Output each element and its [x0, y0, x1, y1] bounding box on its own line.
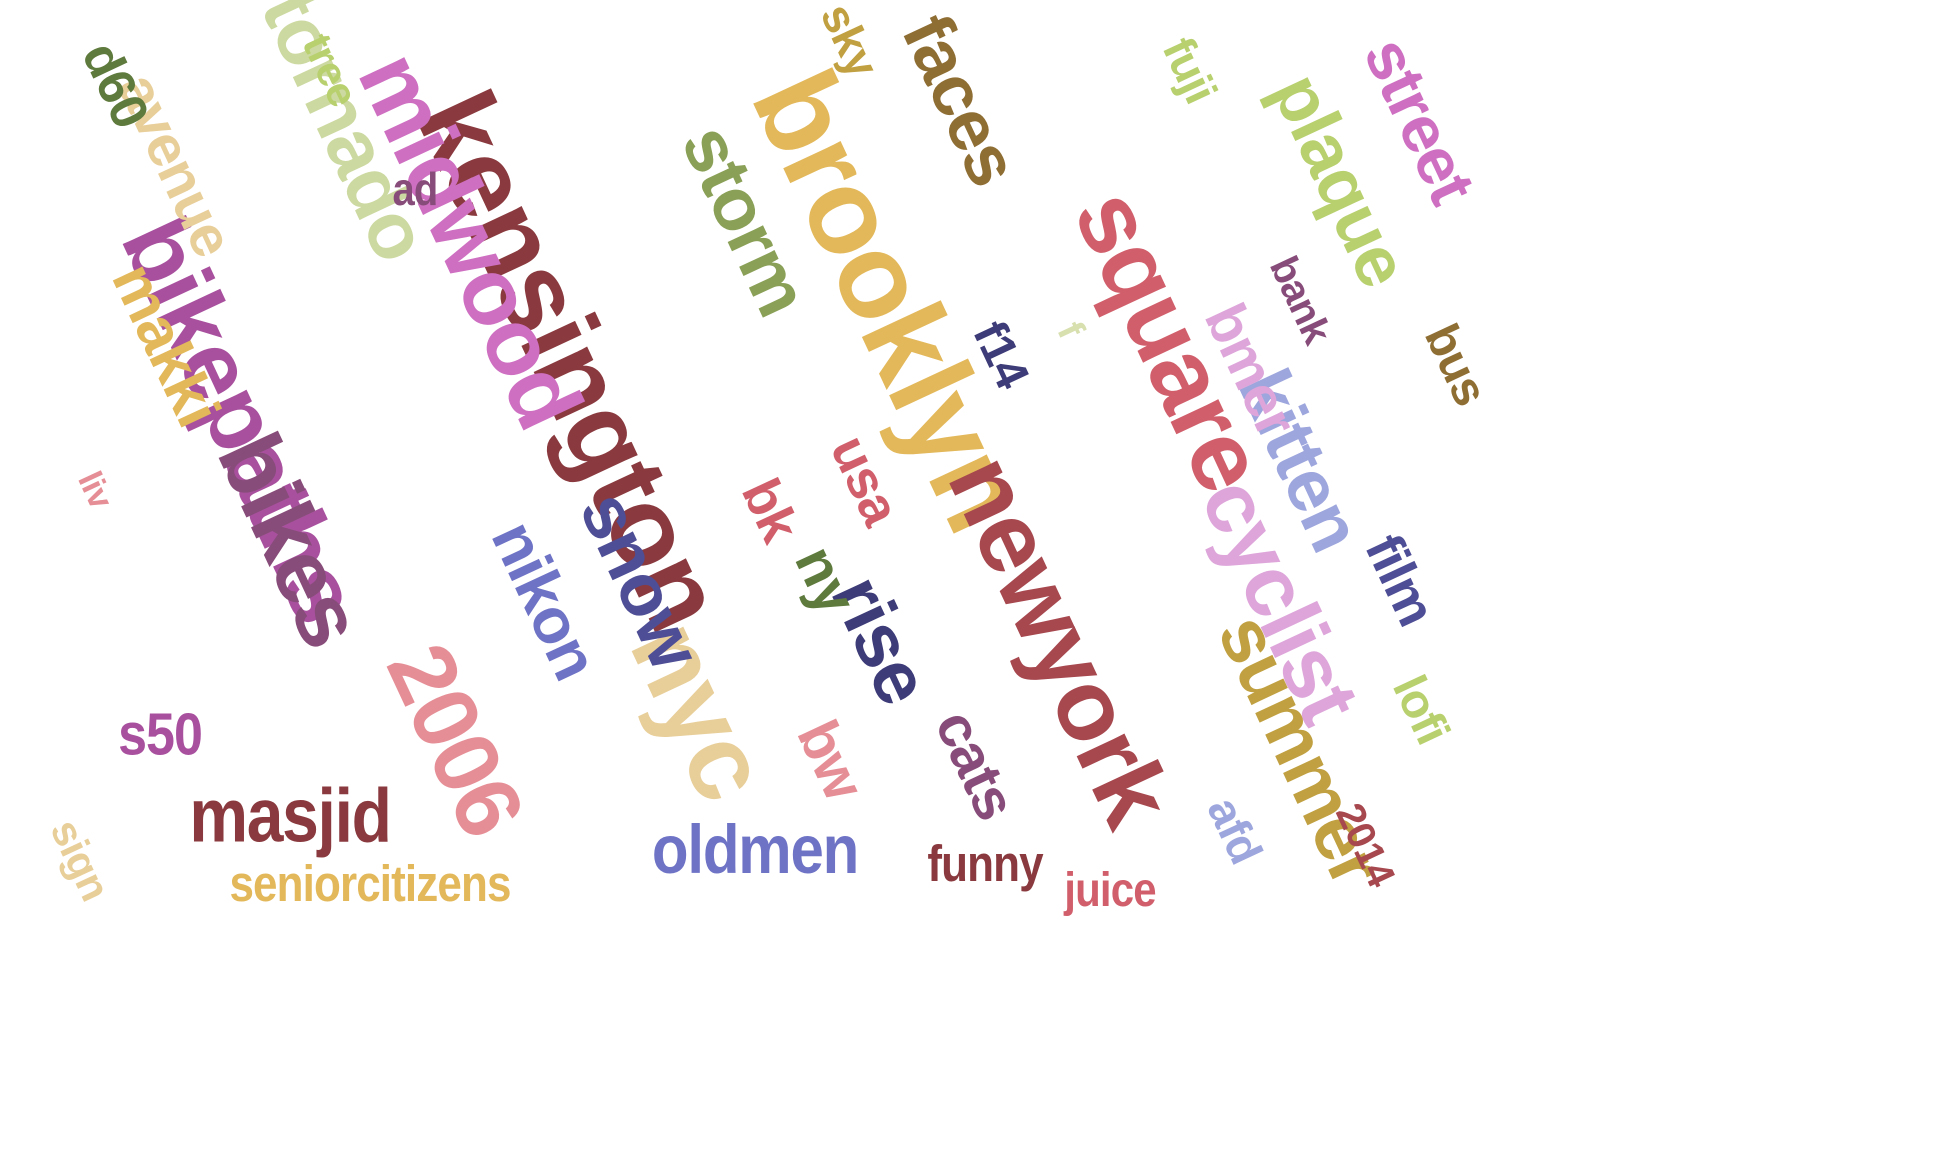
- word-oldmen: oldmen: [651, 810, 859, 888]
- word-liv: liv: [70, 465, 120, 515]
- word-bus: bus: [1414, 316, 1497, 414]
- word-seniorcitizens: seniorcitizens: [229, 856, 511, 913]
- word-afd: afd: [1197, 788, 1273, 872]
- word-masjid: masjid: [189, 772, 391, 858]
- word-fuji: fuji: [1152, 29, 1228, 111]
- word-sign: sign: [41, 812, 120, 908]
- word-faces: faces: [886, 2, 1034, 198]
- word-2006: 2006: [367, 629, 543, 851]
- word-lofi: lofi: [1382, 667, 1459, 752]
- word-film: film: [1353, 525, 1447, 635]
- word-cats: cats: [922, 700, 1029, 830]
- word-bank: bank: [1261, 249, 1339, 351]
- word-bw: bw: [784, 710, 877, 809]
- word-juice: juice: [1064, 862, 1156, 917]
- word-ad: ad: [392, 164, 438, 216]
- word-bk: bk: [729, 469, 811, 551]
- word-funny: funny: [927, 836, 1043, 893]
- word-s50: s50: [118, 701, 203, 769]
- word-f: f: [1048, 315, 1092, 345]
